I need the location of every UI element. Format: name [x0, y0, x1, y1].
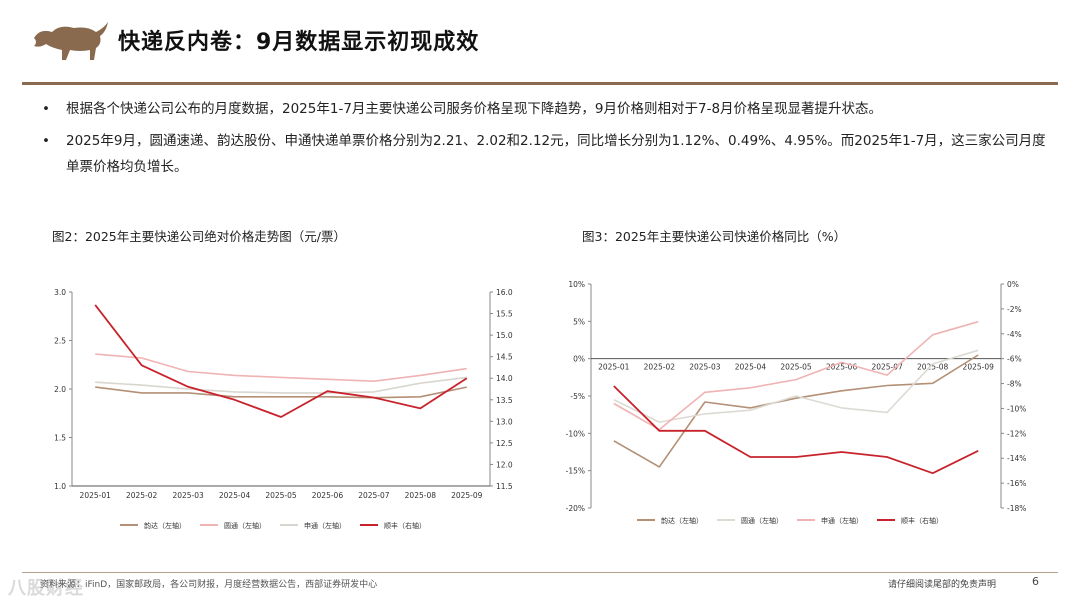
right-tick-label: -18%	[1007, 504, 1026, 513]
left-tick-label: 1.0	[54, 482, 66, 491]
left-tick-label: -10%	[566, 429, 585, 438]
left-tick-label: 2.5	[54, 337, 66, 346]
right-tick-label: -4%	[1007, 330, 1022, 339]
bullet-item: 根据各个快递公司公布的月度数据，2025年1-7月主要快递公司服务价格呈现下降趋…	[40, 96, 1050, 122]
watermark: 八股财经	[8, 578, 84, 599]
left-tick-label: 2.0	[54, 385, 66, 394]
right-tick-label: -16%	[1007, 479, 1026, 488]
x-tick-label: 2025-05	[265, 491, 297, 500]
legend-label: 顺丰（右轴）	[384, 521, 426, 530]
series-line	[94, 304, 468, 418]
right-tick-label: 14.5	[496, 353, 513, 362]
page-title: 快递反内卷：9月数据显示初现成效	[118, 30, 480, 55]
legend-label: 申通（左轴）	[304, 521, 346, 530]
right-tick-label: 15.5	[496, 310, 513, 319]
right-tick-label: 14.0	[496, 374, 513, 383]
series-line	[95, 376, 467, 394]
right-tick-label: 13.5	[496, 396, 513, 405]
figure-2-title: 图2：2025年主要快递公司绝对价格走势图（元/票）	[52, 229, 346, 244]
right-tick-label: 16.0	[496, 288, 513, 297]
legend-label: 韵达（左轴）	[661, 516, 703, 525]
x-tick-label: 2025-02	[644, 363, 676, 372]
x-tick-label: 2025-04	[219, 491, 251, 500]
bullet-item: 2025年9月，圆通速递、韵达股份、申通快递单票价格分别为2.21、2.02和2…	[40, 128, 1050, 180]
slide-header: 快递反内卷：9月数据显示初现成效	[0, 0, 1080, 90]
series-line	[613, 385, 979, 475]
bullet-list: 根据各个快递公司公布的月度数据，2025年1-7月主要快递公司服务价格呈现下降趋…	[40, 96, 1050, 186]
right-tick-label: 0%	[1007, 280, 1019, 289]
right-tick-label: -10%	[1007, 404, 1026, 413]
left-tick-label: -15%	[566, 467, 585, 476]
x-tick-label: 2025-07	[358, 491, 390, 500]
left-tick-label: 0%	[573, 355, 585, 364]
left-tick-label: 10%	[568, 280, 585, 289]
bull-logo-icon	[34, 22, 108, 60]
series-line	[613, 354, 979, 468]
x-tick-label: 2025-06	[826, 363, 858, 372]
left-tick-label: -20%	[566, 504, 585, 513]
x-tick-label: 2025-07	[871, 363, 903, 372]
right-tick-label: -6%	[1007, 355, 1022, 364]
series-line	[95, 353, 467, 382]
right-tick-label: 13.0	[496, 417, 513, 426]
right-tick-label: 15.0	[496, 331, 513, 340]
x-tick-label: 2025-08	[405, 491, 437, 500]
series-line	[613, 349, 979, 423]
right-tick-label: 11.5	[496, 482, 513, 491]
right-tick-label: -2%	[1007, 305, 1022, 314]
x-tick-label: 2025-02	[126, 491, 158, 500]
left-tick-label: -5%	[570, 392, 585, 401]
x-tick-label: 2025-03	[689, 363, 721, 372]
series-line	[613, 320, 979, 431]
price-trend-chart: 1.0 1.5 2.0 2.5 3.0 11.5 12.0 12.5 13.0 13.5 14.0 1…	[54, 288, 513, 530]
x-tick-label: 2025-06	[312, 491, 344, 500]
series-line	[95, 386, 467, 399]
left-tick-label: 1.5	[54, 434, 66, 443]
x-tick-label: 2025-01	[598, 363, 630, 372]
x-tick-label: 2025-04	[735, 363, 767, 372]
legend-label: 顺丰（右轴）	[901, 516, 943, 525]
legend-label: 圆通（左轴）	[224, 521, 266, 530]
right-tick-label: 12.0	[496, 460, 513, 469]
x-tick-label: 2025-03	[172, 491, 204, 500]
legend-label: 申通（左轴）	[821, 516, 863, 525]
source-note: 资料来源：iFinD，国家邮政局，各公司财报，月度经营数据公告，西部证券研发中心	[40, 580, 378, 590]
figure-3-title: 图3：2025年主要快递公司快递价格同比（%）	[582, 229, 847, 244]
x-tick-label: 2025-05	[780, 363, 812, 372]
page-number: 6	[1032, 575, 1039, 588]
right-tick-label: -8%	[1007, 380, 1022, 389]
legend-label: 圆通（左轴）	[741, 516, 783, 525]
legend-label: 韵达（左轴）	[144, 521, 186, 530]
left-tick-label: 3.0	[54, 288, 66, 297]
header-rule	[22, 82, 1058, 85]
disclaimer-note: 请仔细阅读尾部的免责声明	[888, 580, 997, 590]
x-tick-label: 2025-09	[963, 363, 995, 372]
right-tick-label: -14%	[1007, 454, 1026, 463]
x-tick-label: 2025-09	[451, 491, 483, 500]
x-tick-label: 2025-01	[80, 491, 112, 500]
yoy-change-chart: -20% -15% -10% -5% 0% 5% 10% -18% -16% -14% -12% -1…	[566, 280, 1027, 525]
left-tick-label: 5%	[573, 317, 585, 326]
x-tick-label: 2025-08	[917, 363, 949, 372]
right-tick-label: -12%	[1007, 429, 1026, 438]
right-tick-label: 12.5	[496, 439, 513, 448]
footer-rule	[22, 572, 1058, 573]
